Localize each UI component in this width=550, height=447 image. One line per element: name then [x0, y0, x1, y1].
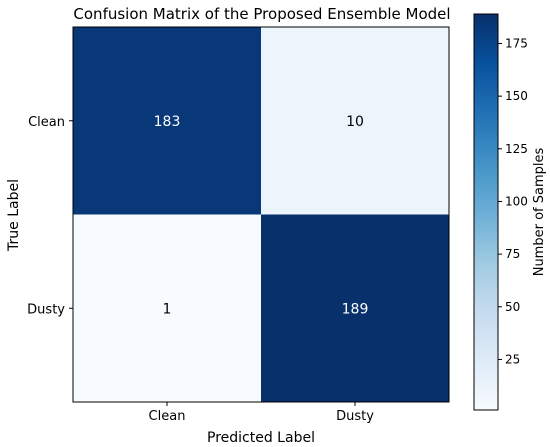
- colorbar-tick-label: 50: [505, 300, 520, 314]
- y-tick-label: Dusty: [27, 302, 65, 317]
- x-axis-ticks: Clean Dusty: [149, 402, 374, 424]
- y-axis-ticks: Clean Dusty: [27, 115, 73, 317]
- y-tick-label: Clean: [28, 115, 65, 130]
- colorbar-tick-label: 125: [505, 142, 528, 156]
- colorbar-tick-label: 175: [505, 36, 528, 50]
- cell-value-label: 10: [346, 114, 364, 130]
- cell-value-label: 189: [342, 301, 369, 317]
- colorbar-label: Number of Samples: [532, 148, 547, 277]
- chart-title: Confusion Matrix of the Proposed Ensembl…: [73, 5, 450, 23]
- matrix-frame: [72, 26, 450, 403]
- cell-value-label: 183: [154, 114, 181, 130]
- cell-value-label: 1: [163, 301, 172, 317]
- colorbar: [473, 13, 499, 411]
- matrix-cells: [73, 27, 449, 402]
- matrix-cell-0-0: [73, 27, 261, 215]
- matrix-cell-0-1: [261, 27, 449, 215]
- matrix-cell-labels: 183 10 1 189: [154, 114, 369, 318]
- colorbar-tick-label: 100: [505, 194, 528, 208]
- x-tick-label: Dusty: [336, 409, 374, 424]
- matrix-cell-1-0: [73, 214, 261, 402]
- y-axis-label: True Label: [6, 179, 22, 252]
- matrix-cell-1-1: [261, 214, 449, 402]
- x-axis-label: Predicted Label: [207, 430, 315, 446]
- colorbar-tick-label: 25: [505, 352, 520, 366]
- colorbar-ticks: 25 50 75 100 125 150 175: [498, 36, 528, 366]
- x-tick-label: Clean: [149, 409, 186, 424]
- colorbar-tick-label: 150: [505, 89, 528, 103]
- colorbar-tick-label: 75: [505, 247, 520, 261]
